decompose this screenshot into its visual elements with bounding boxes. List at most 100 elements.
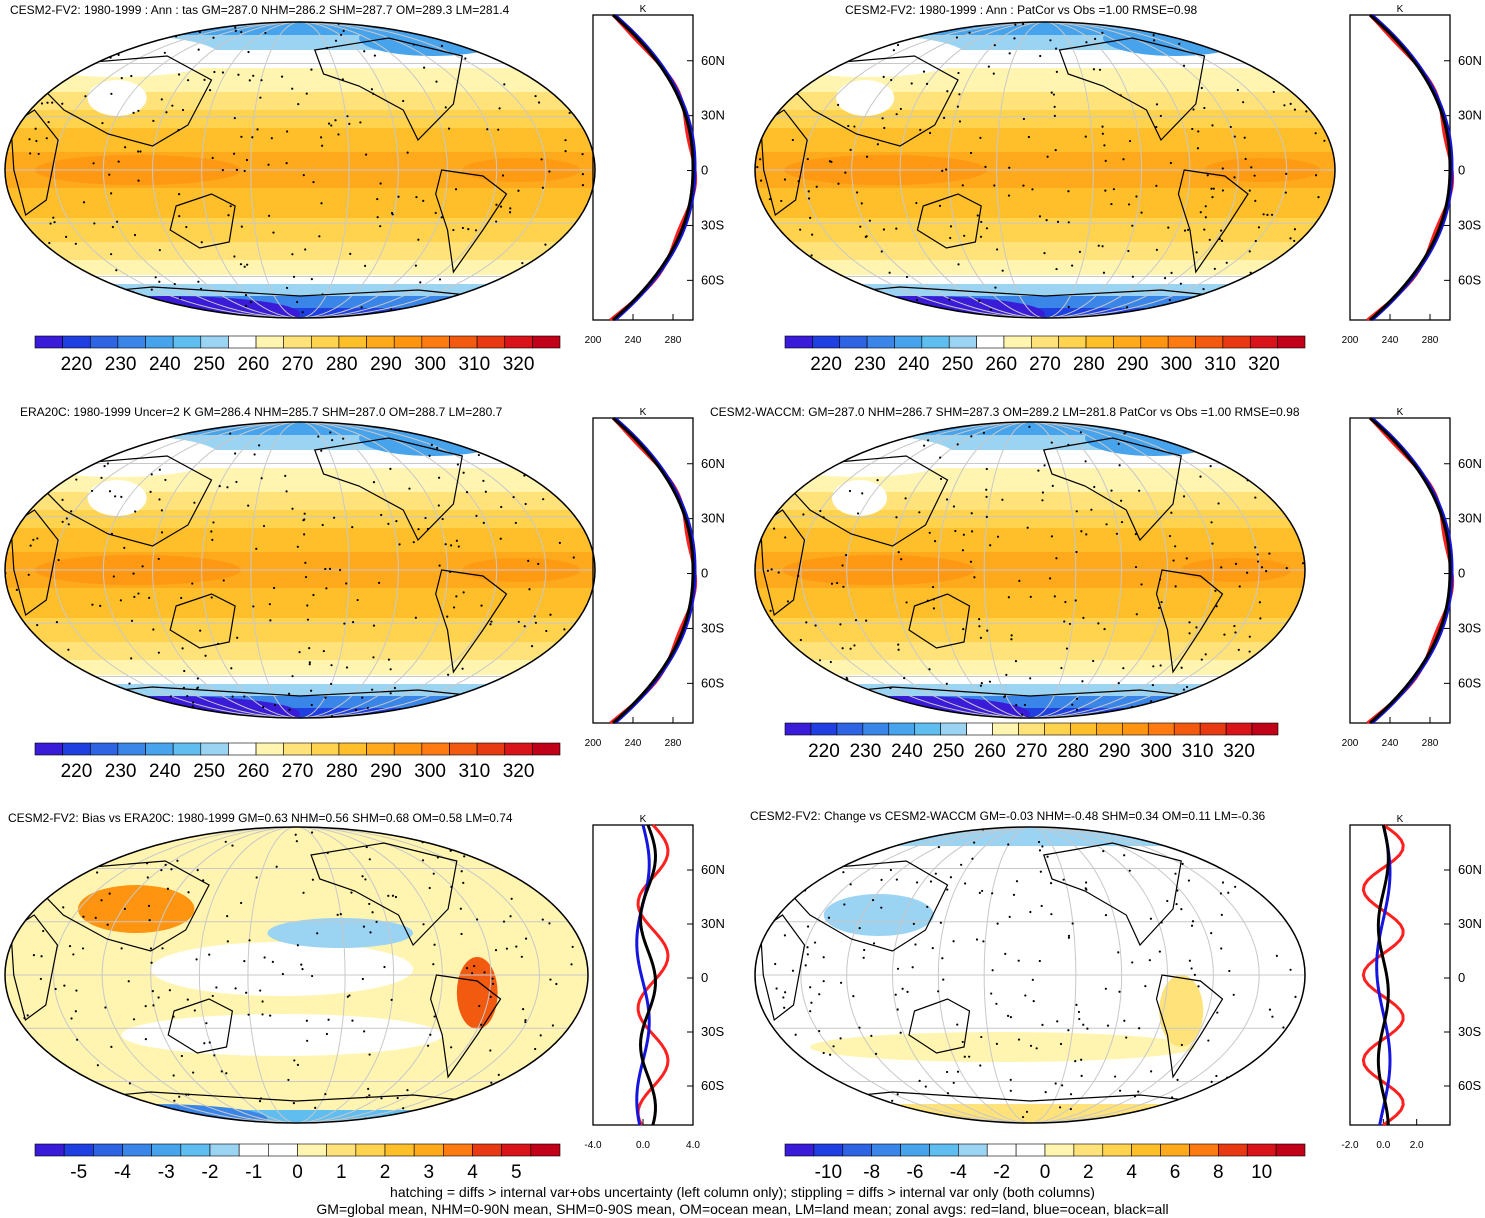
panel-title: CESM2-FV2: 1980-1999 : Ann : tas GM=287.… <box>10 3 510 17</box>
colorbar-swatch <box>530 1143 561 1157</box>
footer-line-2: GM=global mean, NHM=0-90N mean, SHM=0-90… <box>316 1201 1169 1217</box>
colorbar-tick-label: 270 <box>282 761 314 782</box>
colorbar-tick-label: -6 <box>907 1162 924 1183</box>
zonal-unit-label: K <box>1397 4 1404 15</box>
colorbar-swatch <box>393 742 423 756</box>
colorbar-tick-label: 270 <box>1016 741 1048 762</box>
colorbar-swatch <box>966 722 993 736</box>
zonal-x-label: 200 <box>1342 738 1359 749</box>
colorbar-swatch <box>1249 335 1278 349</box>
colorbar-tick-label: -1 <box>245 1162 262 1183</box>
zonal-unit-label: K <box>640 4 647 15</box>
colorbar-swatch <box>338 742 367 756</box>
zonal-line-land <box>1361 823 1405 1127</box>
zonal-line-ocean <box>614 416 697 725</box>
colorbar-swatch <box>1102 1143 1132 1157</box>
colorbar-swatch <box>1140 335 1169 349</box>
colorbar-swatch <box>986 1143 1017 1157</box>
panel-title: CESM2-FV2: 1980-1999 : Ann : PatCor vs O… <box>845 3 1198 17</box>
map-outline <box>4 421 596 719</box>
colorbar-swatch <box>421 742 450 756</box>
zonal-lat-label: 30N <box>1458 511 1482 526</box>
colorbar-tick-label: -5 <box>70 1162 87 1183</box>
zonal-axes-box <box>592 14 694 321</box>
zonal-x-label: -4.0 <box>584 1140 602 1151</box>
zonal-axes-box <box>1349 417 1451 724</box>
colorbar-tick-label: 310 <box>1204 354 1236 375</box>
colorbar-swatch <box>209 1143 240 1157</box>
colorbar-tick-label: 300 <box>414 761 446 782</box>
colorbar: 220 230 240 250 260 270 280 290 300 310 320 <box>784 335 1306 375</box>
colorbar-tick-label: 3 <box>423 1162 434 1183</box>
zonal-lat-label: 60S <box>1458 272 1481 287</box>
zonal-lat-label: 60N <box>701 456 725 471</box>
colorbar-swatch <box>238 1143 269 1157</box>
colorbar-swatch <box>413 1143 444 1157</box>
coastlines <box>759 842 1251 1108</box>
colorbar-swatch <box>200 742 229 756</box>
colorbar-swatch <box>784 722 812 736</box>
colorbar-tick-label: 220 <box>61 354 93 375</box>
zonal-line-ocean <box>1371 416 1454 725</box>
colorbar-swatch <box>784 335 813 349</box>
zonal-lat-label: 30N <box>701 108 725 123</box>
colorbar-tick-label: 230 <box>105 761 137 782</box>
colorbar-swatch <box>871 1143 901 1157</box>
colorbar-swatch <box>384 1143 415 1157</box>
map-plot: 220 230 240 250 260 270 280 290 300 310 320 K 60N 30N… <box>754 4 1482 375</box>
map-field <box>5 826 589 1123</box>
zonal-x-label: 240 <box>1382 738 1399 749</box>
colorbar-swatch <box>1003 335 1032 349</box>
colorbar-swatch <box>1147 722 1175 736</box>
zonal-lat-label: 0 <box>701 163 708 178</box>
colorbar-swatch <box>476 742 506 756</box>
colorbar-swatch <box>1058 335 1087 349</box>
colorbar-swatch <box>812 335 841 349</box>
colorbar-tick-label: -3 <box>158 1162 175 1183</box>
colorbar-tick-label: 260 <box>974 741 1006 762</box>
zonal-mean-plot: K 60N 30N 0 30S 60S -4.0 0.0 4.0 <box>584 814 724 1151</box>
colorbar-tick-label: 0 <box>292 1162 303 1183</box>
colorbar-swatch <box>958 1143 988 1157</box>
colorbar-swatch <box>366 742 395 756</box>
colorbar-swatch <box>393 335 423 349</box>
zonal-mean-plot: K 60N 30N 0 30S 60S -2.0 0.0 2.0 <box>1341 814 1481 1151</box>
map-plot: -5 -4 -3 -2 -1 0 1 2 3 4 5 K 60N 30N 0 30S 60S -4.0 0.0 4.0 <box>4 814 725 1183</box>
colorbar-swatch <box>172 335 202 349</box>
zonal-lat-label: 60N <box>1458 456 1482 471</box>
colorbar-tick-label: 220 <box>810 354 842 375</box>
panel-3: ERA20C: 1980-1999 Uncer=2 K GM=286.4 NHM… <box>0 400 745 795</box>
zonal-lat-label: 30S <box>1458 1024 1481 1039</box>
colorbar-swatch <box>929 1143 959 1157</box>
colorbar-swatch <box>443 1143 473 1157</box>
colorbar-swatch <box>900 1143 930 1157</box>
colorbar-tick-label: -8 <box>863 1162 880 1183</box>
zonal-mean-plot: K 60N 30N 0 30S 60S 200 240 280 <box>585 407 725 749</box>
colorbar-swatch <box>283 335 312 349</box>
colorbar-swatch <box>449 742 478 756</box>
colorbar-swatch <box>948 335 977 349</box>
zonal-lat-label: 60S <box>701 675 724 690</box>
colorbar-swatch <box>93 1143 123 1157</box>
zonal-lat-label: 30N <box>701 916 725 931</box>
map-plot: 220 230 240 250 260 270 280 290 300 310 320 K 60N 30N… <box>4 4 725 375</box>
zonal-line-all <box>612 416 695 725</box>
zonal-x-label: -2.0 <box>1341 1140 1359 1151</box>
colorbar-swatch <box>1044 722 1071 736</box>
colorbar-swatch <box>1015 1143 1046 1157</box>
zonal-lat-label: 30S <box>1458 620 1481 635</box>
map-outline <box>4 826 589 1124</box>
colorbar-tick-label: 310 <box>458 761 490 782</box>
colorbar-tick-label: 2 <box>380 1162 391 1183</box>
zonal-lat-label: 60S <box>701 1078 724 1093</box>
colorbar-tick-label: 250 <box>942 354 974 375</box>
colorbar-tick-label: 2 <box>1083 1162 1094 1183</box>
zonal-lat-label: 60N <box>1458 862 1482 877</box>
colorbar-tick-label: 10 <box>1251 1162 1272 1183</box>
colorbar-swatch <box>1225 722 1253 736</box>
colorbar-tick-label: 260 <box>985 354 1017 375</box>
colorbar-swatch <box>476 335 506 349</box>
colorbar-swatch <box>117 742 146 756</box>
colorbar-tick-label: 1 <box>336 1162 347 1183</box>
colorbar-tick-label: 270 <box>1029 354 1061 375</box>
